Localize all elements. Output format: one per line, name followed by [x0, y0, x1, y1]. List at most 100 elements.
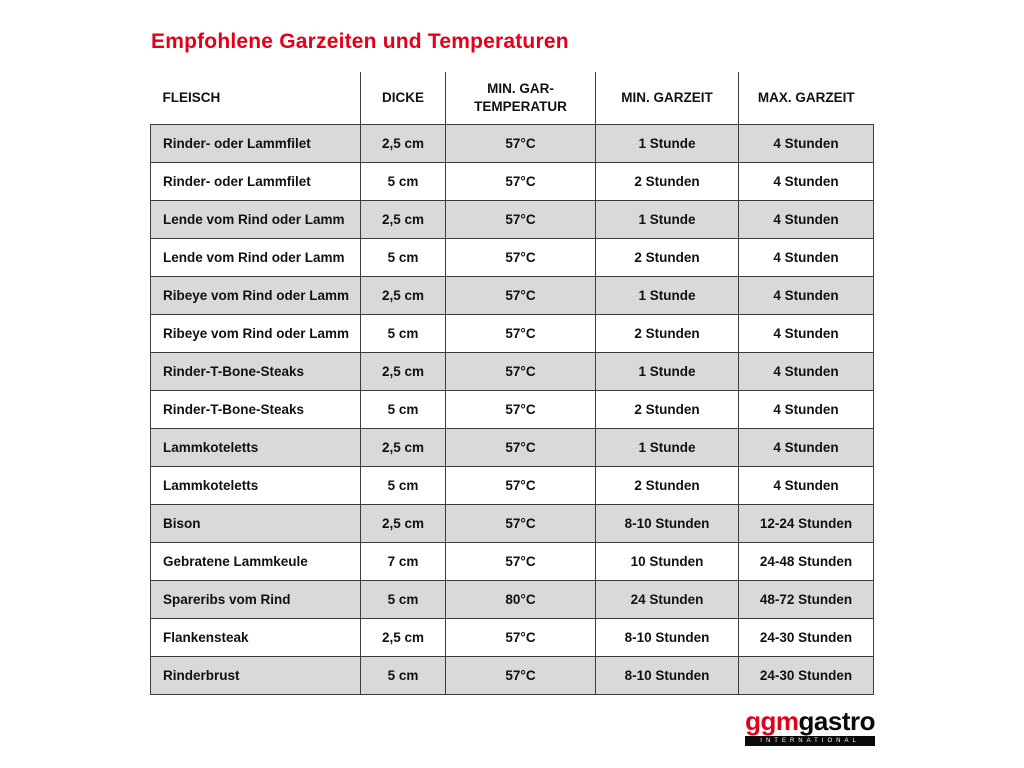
value-cell: 57°C: [445, 503, 596, 543]
table-row: Lende vom Rind oder Lamm 5 cm 57°C 2 Stunde…: [150, 237, 874, 277]
meat-name-cell: Rinder- oder Lammfilet: [150, 123, 361, 163]
value-cell: 2 Stunden: [595, 161, 739, 201]
column-header: MAX. GARZEIT: [738, 72, 874, 124]
meat-name-cell: Flankensteak: [150, 617, 361, 657]
value-cell: 57°C: [445, 427, 596, 467]
meat-name-cell: Bison: [150, 503, 361, 543]
table-row: Ribeye vom Rind oder Lamm 2,5 cm 57°C 1 Stu…: [150, 275, 874, 315]
table-row: Rinder- oder Lammfilet 5 cm 57°C 2 Stunden 4…: [150, 161, 874, 201]
meat-name-cell: Rinder- oder Lammfilet: [150, 161, 361, 201]
value-cell: 4 Stunden: [738, 123, 874, 163]
meat-name-cell: Lammkoteletts: [150, 465, 361, 505]
value-cell: 5 cm: [360, 465, 446, 505]
value-cell: 57°C: [445, 655, 596, 695]
header-row: FLEISCH DICKE MIN. GAR-TEMPERATUR MIN. GARZ…: [150, 72, 874, 124]
table-row: Flankensteak 2,5 cm 57°C 8-10 Stunden 24-30 …: [150, 617, 874, 657]
value-cell: 2,5 cm: [360, 617, 446, 657]
value-cell: 57°C: [445, 541, 596, 581]
column-header: DICKE: [360, 72, 446, 124]
value-cell: 4 Stunden: [738, 427, 874, 467]
logo-subtitle-text: INTERNATIONAL: [760, 738, 860, 744]
value-cell: 1 Stunde: [595, 199, 739, 239]
value-cell: 5 cm: [360, 161, 446, 201]
value-cell: 2 Stunden: [595, 313, 739, 353]
value-cell: 8-10 Stunden: [595, 655, 739, 695]
value-cell: 4 Stunden: [738, 199, 874, 239]
value-cell: 24-30 Stunden: [738, 655, 874, 695]
value-cell: 1 Stunde: [595, 123, 739, 163]
column-header: MIN. GAR-TEMPERATUR: [445, 72, 596, 124]
column-header: FLEISCH: [150, 72, 361, 124]
value-cell: 12-24 Stunden: [738, 503, 874, 543]
table-row: Rinder-T-Bone-Steaks 5 cm 57°C 2 Stunden 4 S…: [150, 389, 874, 429]
value-cell: 57°C: [445, 313, 596, 353]
table-row: Lammkoteletts 5 cm 57°C 2 Stunden 4 Stunden: [150, 465, 874, 505]
meat-name-cell: Lende vom Rind oder Lamm: [150, 237, 361, 277]
table-body: Rinder- oder Lammfilet 2,5 cm 57°C 1 Stunde…: [150, 123, 874, 695]
value-cell: 2,5 cm: [360, 199, 446, 239]
value-cell: 5 cm: [360, 237, 446, 277]
value-cell: 2 Stunden: [595, 389, 739, 429]
value-cell: 57°C: [445, 465, 596, 505]
meat-name-cell: Rinder-T-Bone-Steaks: [150, 351, 361, 391]
value-cell: 48-72 Stunden: [738, 579, 874, 619]
value-cell: 4 Stunden: [738, 465, 874, 505]
value-cell: 4 Stunden: [738, 351, 874, 391]
cooking-times-table: FLEISCH DICKE MIN. GAR-TEMPERATUR MIN. GARZ…: [150, 72, 874, 695]
value-cell: 10 Stunden: [595, 541, 739, 581]
value-cell: 4 Stunden: [738, 313, 874, 353]
value-cell: 2,5 cm: [360, 275, 446, 315]
value-cell: 24 Stunden: [595, 579, 739, 619]
value-cell: 5 cm: [360, 313, 446, 353]
logo-gastro-text: gastro: [798, 706, 876, 736]
value-cell: 5 cm: [360, 579, 446, 619]
meat-name-cell: Rinder-T-Bone-Steaks: [150, 389, 361, 429]
value-cell: 2,5 cm: [360, 123, 446, 163]
meat-name-cell: Lammkoteletts: [150, 427, 361, 467]
value-cell: 57°C: [445, 617, 596, 657]
logo-wordmark: ggmgastro: [745, 708, 875, 734]
table-row: Rinder- oder Lammfilet 2,5 cm 57°C 1 Stunde…: [150, 123, 874, 163]
value-cell: 8-10 Stunden: [595, 503, 739, 543]
value-cell: 57°C: [445, 275, 596, 315]
value-cell: 2 Stunden: [595, 465, 739, 505]
value-cell: 4 Stunden: [738, 389, 874, 429]
value-cell: 4 Stunden: [738, 275, 874, 315]
table-row: Lammkoteletts 2,5 cm 57°C 1 Stunde 4 Stunden: [150, 427, 874, 467]
meat-name-cell: Gebratene Lammkeule: [150, 541, 361, 581]
table-row: Lende vom Rind oder Lamm 2,5 cm 57°C 1 Stun…: [150, 199, 874, 239]
value-cell: 8-10 Stunden: [595, 617, 739, 657]
table-row: Bison 2,5 cm 57°C 8-10 Stunden 12-24 Stunden: [150, 503, 874, 543]
table-row: Spareribs vom Rind 5 cm 80°C 24 Stunden 48-7…: [150, 579, 874, 619]
value-cell: 57°C: [445, 351, 596, 391]
value-cell: 4 Stunden: [738, 161, 874, 201]
table-header: FLEISCH DICKE MIN. GAR-TEMPERATUR MIN. GARZ…: [150, 72, 874, 124]
value-cell: 24-30 Stunden: [738, 617, 874, 657]
value-cell: 1 Stunde: [595, 427, 739, 467]
value-cell: 57°C: [445, 389, 596, 429]
value-cell: 57°C: [445, 199, 596, 239]
logo-ggm-text: ggm: [745, 706, 799, 736]
value-cell: 24-48 Stunden: [738, 541, 874, 581]
brand-logo: ggmgastro INTERNATIONAL: [745, 708, 876, 746]
value-cell: 57°C: [445, 161, 596, 201]
value-cell: 2 Stunden: [595, 237, 739, 277]
value-cell: 1 Stunde: [595, 275, 739, 315]
meat-name-cell: Lende vom Rind oder Lamm: [150, 199, 361, 239]
table-row: Gebratene Lammkeule 7 cm 57°C 10 Stunden 24-…: [150, 541, 874, 581]
table-row: Rinder-T-Bone-Steaks 2,5 cm 57°C 1 Stunde 4 …: [150, 351, 874, 391]
value-cell: 2,5 cm: [360, 503, 446, 543]
value-cell: 5 cm: [360, 655, 446, 695]
table-row: Rinderbrust 5 cm 57°C 8-10 Stunden 24-30 Stu…: [150, 655, 874, 695]
value-cell: 57°C: [445, 237, 596, 277]
page-title: Empfohlene Garzeiten und Temperaturen: [151, 30, 569, 53]
value-cell: 1 Stunde: [595, 351, 739, 391]
value-cell: 2,5 cm: [360, 427, 446, 467]
meat-name-cell: Rinderbrust: [150, 655, 361, 695]
meat-name-cell: Spareribs vom Rind: [150, 579, 361, 619]
value-cell: 2,5 cm: [360, 351, 446, 391]
table-row: Ribeye vom Rind oder Lamm 5 cm 57°C 2 Stund…: [150, 313, 874, 353]
value-cell: 4 Stunden: [738, 237, 874, 277]
meat-name-cell: Ribeye vom Rind oder Lamm: [150, 313, 361, 353]
